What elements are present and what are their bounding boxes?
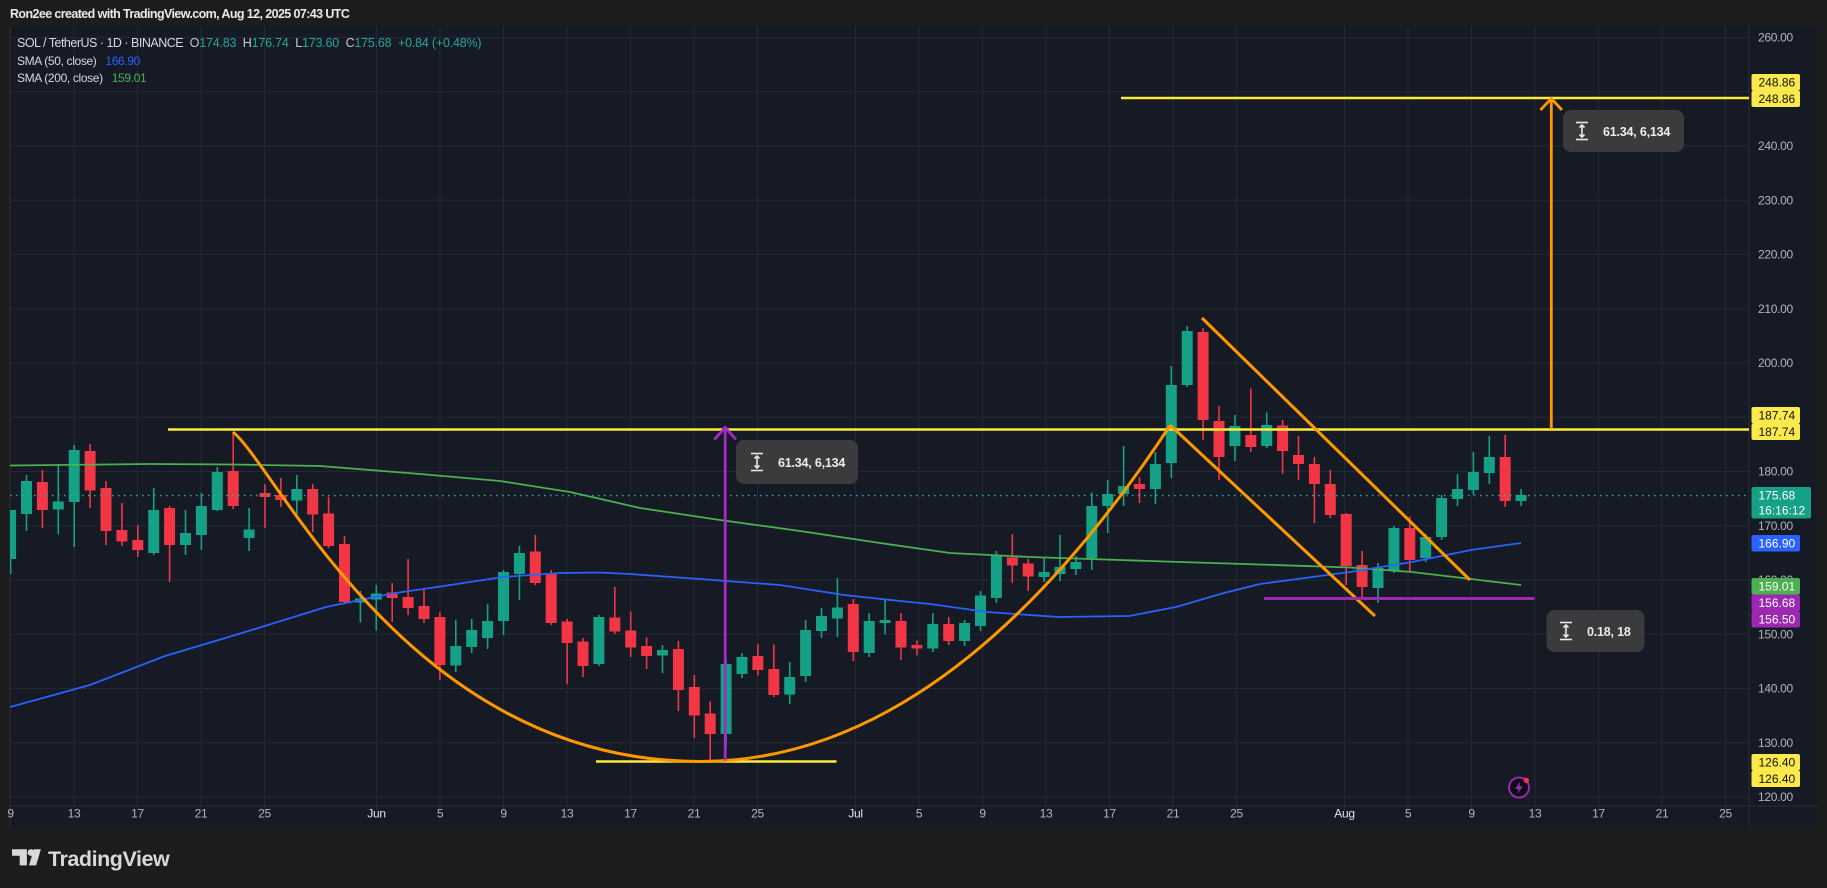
svg-text:220.00: 220.00 [1758, 248, 1794, 262]
svg-text:159.01: 159.01 [1759, 579, 1796, 593]
svg-text:61.34, 6,134: 61.34, 6,134 [1603, 125, 1670, 139]
svg-text:156.50: 156.50 [1759, 612, 1796, 626]
svg-text:248.86: 248.86 [1759, 75, 1796, 89]
svg-text:17: 17 [1103, 807, 1116, 821]
svg-text:9: 9 [7, 807, 14, 821]
svg-text:248.86: 248.86 [1759, 92, 1796, 106]
svg-text:25: 25 [1230, 807, 1243, 821]
svg-text:180.00: 180.00 [1758, 465, 1794, 479]
svg-text:21: 21 [1167, 807, 1180, 821]
svg-text:9: 9 [979, 807, 986, 821]
svg-text:16:16:12: 16:16:12 [1759, 504, 1806, 518]
svg-text:240.00: 240.00 [1758, 139, 1794, 153]
svg-text:120.00: 120.00 [1758, 790, 1794, 804]
svg-text:210.00: 210.00 [1758, 302, 1794, 316]
svg-text:13: 13 [1529, 807, 1542, 821]
svg-text:187.74: 187.74 [1759, 408, 1796, 422]
svg-text:230.00: 230.00 [1758, 193, 1794, 207]
svg-text:17: 17 [1592, 807, 1605, 821]
svg-text:61.34, 6,134: 61.34, 6,134 [778, 456, 845, 470]
svg-text:13: 13 [1040, 807, 1053, 821]
svg-text:170.00: 170.00 [1758, 519, 1794, 533]
svg-text:166.90: 166.90 [1759, 536, 1796, 550]
svg-text:17: 17 [131, 807, 144, 821]
svg-text:5: 5 [437, 807, 444, 821]
svg-text:150.00: 150.00 [1758, 627, 1794, 641]
svg-text:Jun: Jun [367, 807, 385, 821]
svg-text:126.40: 126.40 [1759, 772, 1796, 786]
svg-text:200.00: 200.00 [1758, 356, 1794, 370]
svg-text:17: 17 [624, 807, 637, 821]
svg-text:9: 9 [1468, 807, 1475, 821]
svg-text:Aug: Aug [1334, 807, 1354, 821]
svg-text:156.68: 156.68 [1759, 596, 1796, 610]
svg-text:21: 21 [688, 807, 701, 821]
svg-text:130.00: 130.00 [1758, 736, 1794, 750]
svg-text:13: 13 [561, 807, 574, 821]
svg-text:175.68: 175.68 [1759, 489, 1796, 503]
svg-text:9: 9 [500, 807, 507, 821]
svg-text:Jul: Jul [848, 807, 862, 821]
svg-text:21: 21 [1656, 807, 1669, 821]
svg-text:25: 25 [1719, 807, 1732, 821]
svg-text:260.00: 260.00 [1758, 31, 1794, 45]
svg-text:13: 13 [68, 807, 81, 821]
svg-text:5: 5 [916, 807, 923, 821]
svg-text:126.40: 126.40 [1759, 755, 1796, 769]
svg-text:TradingView: TradingView [48, 847, 170, 871]
svg-text:0.18, 18: 0.18, 18 [1587, 625, 1631, 639]
svg-text:140.00: 140.00 [1758, 682, 1794, 696]
svg-text:25: 25 [751, 807, 764, 821]
svg-text:25: 25 [258, 807, 271, 821]
svg-text:5: 5 [1405, 807, 1412, 821]
svg-text:187.74: 187.74 [1759, 425, 1796, 439]
svg-text:21: 21 [195, 807, 208, 821]
